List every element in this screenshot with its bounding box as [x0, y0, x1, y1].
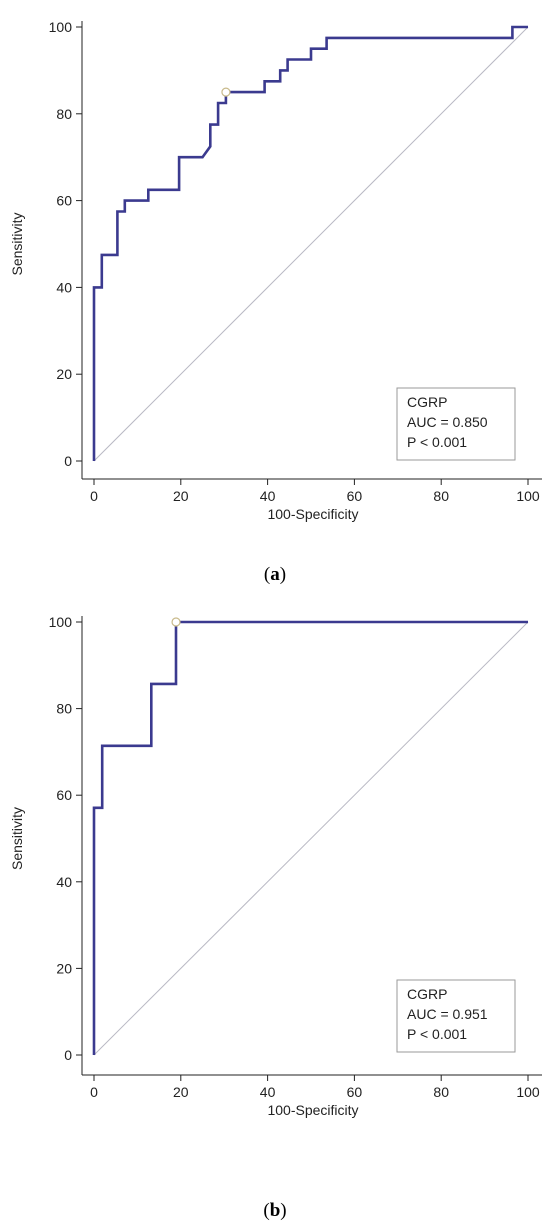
- x-tick-label: 40: [260, 1084, 276, 1100]
- x-tick-label: 0: [90, 1084, 98, 1100]
- y-tick-label: 0: [64, 1047, 72, 1063]
- x-tick-label: 20: [173, 488, 189, 504]
- x-axis-title: 100-Specificity: [267, 506, 358, 522]
- y-tick-label: 0: [64, 453, 72, 469]
- x-tick-label: 60: [347, 1084, 363, 1100]
- reference-diagonal: [93, 621, 529, 1056]
- y-axis-title: Sensitivity: [9, 807, 25, 870]
- y-tick-label: 100: [49, 614, 73, 630]
- x-tick-label: 100: [516, 1084, 540, 1100]
- legend-line: AUC = 0.850: [407, 414, 488, 430]
- optimal-cutoff-point: [171, 617, 181, 627]
- x-tick-label: 80: [433, 488, 449, 504]
- y-tick-label: 20: [56, 960, 72, 976]
- y-axis-title: Sensitivity: [9, 212, 25, 275]
- panel-caption-label-a: a: [270, 564, 280, 585]
- x-tick-label: 100: [516, 488, 540, 504]
- roc-chart-b: 0 20 40 60 80 100 0 20 40 60 80 100 100-Specificity S…: [9, 614, 542, 1118]
- x-tick-label: 60: [347, 488, 363, 504]
- roc-curve-line: [92, 620, 528, 1055]
- legend-line: CGRP: [407, 986, 447, 1002]
- y-tick-label: 60: [56, 193, 72, 209]
- legend-box: [396, 979, 516, 1053]
- roc-panel-a: 0 20 40 60 80 100 0 20 40 60 80 100 100-Specificity S…: [0, 0, 550, 610]
- y-tick-label: 40: [56, 874, 72, 890]
- reference-diagonal: [93, 26, 529, 462]
- y-tick-label: 80: [56, 106, 72, 122]
- panel-caption-label-b: b: [269, 1200, 281, 1221]
- x-tick-label: 0: [90, 488, 98, 504]
- roc-chart-a: 0 20 40 60 80 100 0 20 40 60 80 100 100-Specificity S…: [9, 19, 542, 522]
- roc-curve-line: [92, 25, 528, 461]
- y-tick-label: 40: [56, 279, 72, 295]
- y-tick-label: 100: [49, 19, 73, 35]
- x-tick-label: 80: [433, 1084, 449, 1100]
- legend-line: AUC = 0.951: [407, 1006, 488, 1022]
- panel-caption-b: (b): [263, 1200, 287, 1221]
- roc-panel-b: 0 20 40 60 80 100 0 20 40 60 80 100 100-Specificity S…: [0, 610, 550, 1232]
- x-tick-label: 40: [260, 488, 276, 504]
- x-axis-title: 100-Specificity: [267, 1102, 358, 1118]
- x-tick-label: 20: [173, 1084, 189, 1100]
- panel-caption-a: (a): [263, 564, 287, 585]
- optimal-cutoff-point: [221, 87, 231, 97]
- y-tick-label: 60: [56, 787, 72, 803]
- y-tick-label: 20: [56, 366, 72, 382]
- legend-line: CGRP: [407, 394, 447, 410]
- legend-line: P < 0.001: [407, 1026, 467, 1042]
- legend-box: [396, 387, 516, 461]
- y-tick-label: 80: [56, 701, 72, 717]
- legend-line: P < 0.001: [407, 434, 467, 450]
